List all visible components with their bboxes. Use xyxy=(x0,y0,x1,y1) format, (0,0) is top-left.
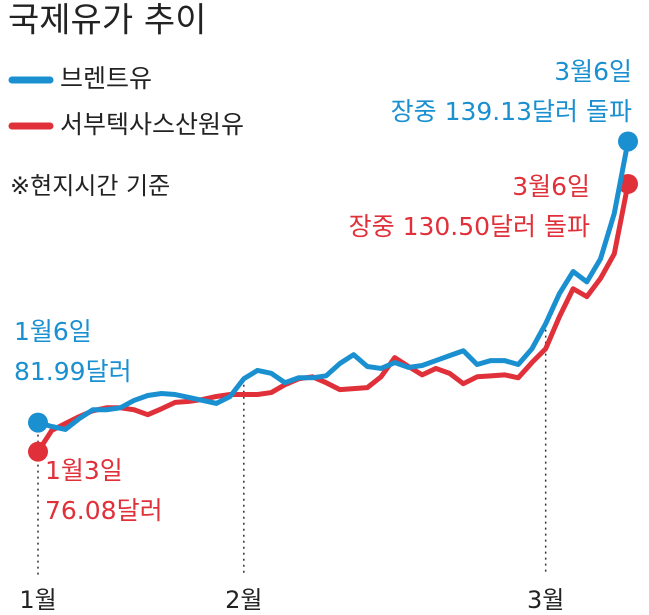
annotation: 1월6일 xyxy=(14,317,92,346)
annotation: 81.99달러 xyxy=(14,357,132,386)
annotation: 3월6일 xyxy=(512,172,590,201)
annotation: 3월6일 xyxy=(554,57,632,86)
annotation: 1월3일 xyxy=(45,456,123,485)
legend-label: 서부텍사스산원유 xyxy=(60,110,244,139)
end-point xyxy=(28,441,48,462)
annotation: 장중 139.13달러 돌파 xyxy=(391,97,632,126)
x-tick-label: 1월 xyxy=(19,586,56,614)
series-line xyxy=(35,183,631,454)
annotation: 장중 130.50달러 돌파 xyxy=(349,212,590,241)
x-tick-label: 2월 xyxy=(225,586,262,614)
end-point xyxy=(28,412,48,433)
annotation: 76.08달러 xyxy=(45,496,163,525)
series-line xyxy=(37,141,631,432)
end-point xyxy=(618,131,638,152)
note: ※현지시간 기준 xyxy=(10,172,170,200)
chart-title: 국제유가 추이 xyxy=(8,1,207,41)
x-tick-label: 3월 xyxy=(527,586,564,614)
legend-label: 브렌트유 xyxy=(60,64,152,93)
